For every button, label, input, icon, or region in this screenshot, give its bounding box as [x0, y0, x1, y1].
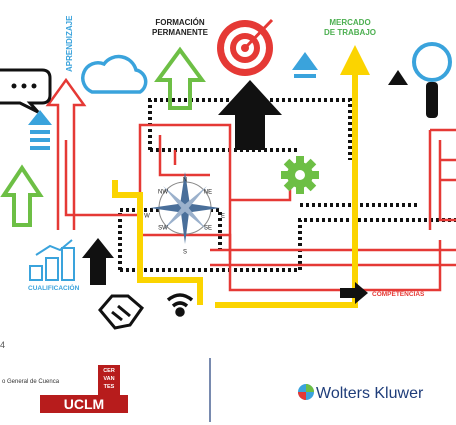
- compass-ne: NE: [204, 190, 212, 196]
- blue-markers-part: [30, 146, 50, 150]
- magnifier-icon: [414, 44, 450, 118]
- magnifier-icon-part: [414, 44, 450, 80]
- handshake-icon: [100, 296, 142, 328]
- compass-e: E: [221, 214, 225, 220]
- compass-nw: NW: [158, 190, 168, 196]
- blue-markers-part: [28, 110, 52, 125]
- label-cualificacion: CUALIFICACIÓN: [28, 283, 80, 292]
- speech-icon-part: [22, 84, 27, 89]
- magnifier-icon-part: [426, 82, 438, 118]
- yellow-arrow: [340, 45, 370, 75]
- label-competencias: COMPETENCIAS: [372, 291, 425, 298]
- black-triangle: [388, 70, 408, 85]
- illustration: N S W E NW NE SW SE APRENDIZAJE FORMACIÓ…: [0, 0, 456, 425]
- label-formacion: FORMACIÓN: [155, 18, 205, 27]
- wk-logo-part: [306, 384, 314, 392]
- blue-markers-part: [30, 138, 50, 142]
- gear-icon-part: [295, 170, 305, 180]
- green-arrow-left: [4, 168, 40, 225]
- wifi-icon: [168, 295, 192, 315]
- compass-w: W: [144, 214, 150, 220]
- blue-markers-part: [294, 74, 316, 78]
- chart-icon-part: [30, 266, 42, 280]
- chart-icon: [30, 240, 74, 280]
- publisher-name: Wolters Kluwer: [316, 385, 424, 402]
- compass-se: SE: [204, 226, 212, 232]
- red-paths-part: [230, 185, 290, 200]
- compass-n: N: [183, 178, 187, 184]
- page-number: 4: [0, 340, 5, 350]
- compass-s: S: [183, 250, 187, 256]
- red-paths-part: [160, 135, 210, 175]
- badge-text: VAN: [103, 376, 114, 382]
- handshake-icon-part: [100, 296, 142, 328]
- target-icon: [217, 20, 273, 76]
- wk-logo: [298, 384, 314, 400]
- wifi-icon-part: [168, 295, 192, 300]
- compass-sw: SW: [158, 226, 168, 232]
- black-arrow-small: [82, 238, 114, 285]
- label-formacion: PERMANENTE: [152, 28, 209, 37]
- label-mercado: MERCADO: [329, 18, 370, 27]
- speech-icon-part: [32, 84, 37, 89]
- institution-name: o General de Cuenca: [2, 379, 60, 385]
- black-arrow: [218, 80, 282, 150]
- chart-icon-part: [46, 258, 58, 280]
- chart-icon-part: [62, 248, 74, 280]
- gear-icon: [281, 156, 319, 194]
- badge-text: CER: [103, 368, 115, 374]
- page: N S W E NW NE SW SE APRENDIZAJE FORMACIÓ…: [0, 0, 456, 425]
- illustration-part: CER VAN TES: [103, 368, 115, 390]
- wifi-icon-part: [177, 309, 183, 315]
- label-mercado: DE TRABAJO: [324, 28, 376, 37]
- uclm-text: UCLM: [64, 396, 104, 412]
- blue-markers-part: [30, 130, 50, 134]
- cloud-icon: [83, 57, 146, 92]
- speech-icon-part: [12, 84, 17, 89]
- handshake-icon-part: [112, 306, 130, 320]
- wifi-icon-part: [173, 303, 187, 306]
- wk-logo-part: [298, 392, 306, 400]
- red-paths-part: [430, 130, 456, 230]
- blue-markers-part: [292, 52, 318, 70]
- badge-text: TES: [104, 384, 115, 390]
- speech-icon-part: [0, 70, 50, 112]
- label-aprendizaje: APRENDIZAJE: [65, 15, 74, 72]
- speech-icon: [0, 70, 50, 112]
